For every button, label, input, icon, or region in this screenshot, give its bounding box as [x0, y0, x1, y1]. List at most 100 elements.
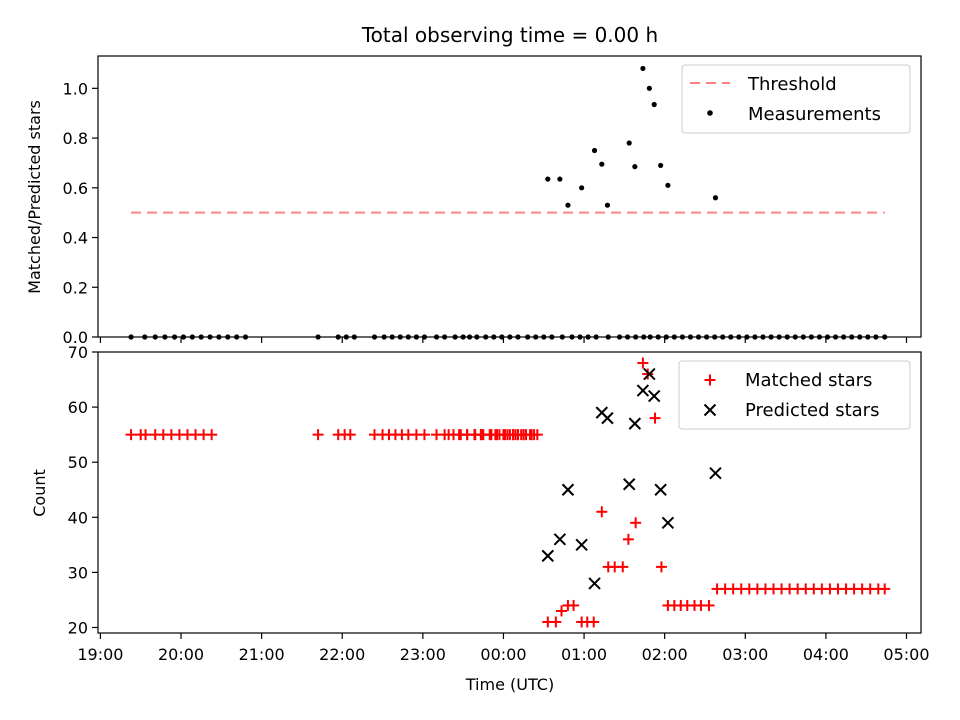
legend-measurements-swatch: [707, 110, 713, 116]
bottom-plot-frame: [97, 351, 922, 634]
matched-star-marker: [526, 429, 538, 441]
bottom-y-tick-label: 40: [68, 508, 88, 527]
measurement-point: [599, 161, 605, 167]
measurement-point: [466, 334, 473, 340]
measurement-point: [792, 334, 798, 340]
bottom-legend: Matched stars Predicted stars: [678, 360, 911, 430]
measurement-points: [128, 65, 888, 340]
bottom-x-tick-label: 01:00: [561, 645, 607, 664]
measurement-point: [744, 334, 750, 340]
bottom-y-tick-label: 60: [68, 398, 88, 417]
measurement-point: [371, 334, 378, 340]
legend-measurements-label: Measurements: [748, 104, 881, 125]
matched-star-marker: [140, 429, 152, 441]
measurement-point: [515, 334, 521, 340]
predicted-star-marker: [588, 577, 601, 590]
measurement-point: [633, 334, 639, 340]
matched-star-marker: [596, 506, 608, 518]
measurement-point: [665, 182, 671, 188]
measurement-point: [474, 334, 480, 340]
measurement-point: [442, 334, 448, 340]
predicted-stars-markers: [541, 367, 722, 590]
predicted-star-marker-b: [622, 478, 636, 491]
measurement-point: [655, 334, 661, 340]
measurement-point: [460, 334, 466, 340]
measurement-point: [712, 334, 718, 340]
matched-star-marker: [703, 599, 715, 611]
top-y-ticks: 0.0 0.2 0.4 0.6 0.8 1.0: [63, 79, 98, 347]
measurement-point: [776, 334, 782, 340]
predicted-star-marker: [647, 389, 661, 403]
bottom-legend-box: [678, 360, 911, 430]
measurement-point: [565, 202, 571, 208]
measurement-point: [507, 334, 513, 340]
predicted-star-marker: [709, 467, 722, 480]
measurement-point: [849, 334, 855, 340]
measurement-point: [351, 334, 357, 340]
matched-star-marker: [879, 583, 891, 595]
predicted-star-marker-b: [709, 467, 722, 480]
matched-star-marker: [637, 357, 649, 369]
top-legend: Threshold Measurements: [681, 64, 911, 134]
legend-threshold-label: Threshold: [747, 74, 837, 95]
matched-star-marker: [550, 616, 562, 628]
measurement-point: [225, 334, 231, 340]
measurement-point: [647, 334, 653, 340]
bottom-y-tick-label: 20: [68, 618, 88, 637]
measurement-point: [483, 334, 489, 340]
predicted-star-marker: [541, 549, 554, 563]
measurement-point: [541, 334, 547, 340]
measurement-point: [800, 334, 806, 340]
measurement-point: [816, 334, 823, 340]
measurement-point: [873, 334, 879, 340]
predicted-star-marker: [628, 417, 642, 430]
measurement-point: [343, 334, 349, 340]
predicted-star-marker-b: [561, 483, 575, 496]
measurement-point: [389, 334, 395, 340]
measurement-point: [142, 334, 148, 340]
measurement-point: [152, 334, 158, 340]
legend-predicted-marker: [703, 403, 717, 417]
predicted-star-marker-b: [654, 483, 667, 496]
matched-star-marker: [649, 412, 661, 424]
measurement-point: [624, 334, 631, 340]
bottom-y-ticks: 20 30 40 50 60 70: [68, 343, 98, 637]
bottom-x-tick-label: 19:00: [77, 645, 123, 664]
chart-title: Total observing time = 0.00 h: [361, 23, 658, 47]
predicted-star-marker: [636, 384, 650, 397]
measurement-point: [604, 202, 611, 208]
matched-star-marker: [642, 368, 654, 380]
predicted-star-marker-b: [636, 384, 650, 397]
measurement-point: [577, 334, 583, 340]
measurement-point: [171, 334, 178, 340]
measurement-point: [569, 334, 575, 340]
measurement-point: [728, 334, 734, 340]
predicted-star-marker-b: [575, 538, 588, 552]
x-axis-label: Time (UTC): [465, 675, 554, 694]
measurement-point: [242, 334, 249, 340]
predicted-star-marker: [575, 538, 588, 552]
measurement-point: [671, 334, 677, 340]
matched-star-marker: [443, 429, 455, 441]
matched-star-marker: [568, 599, 580, 611]
predicted-star-marker-b: [553, 533, 567, 546]
predicted-star-marker: [561, 483, 575, 496]
top-y-tick-label: 0.0: [63, 328, 88, 347]
matched-star-marker: [622, 533, 634, 545]
measurement-point: [712, 195, 719, 201]
measurement-point: [207, 334, 213, 340]
measurement-point: [632, 164, 638, 170]
predicted-star-marker-b: [601, 411, 614, 425]
measurement-point: [128, 334, 134, 340]
predicted-star-marker: [654, 483, 667, 496]
measurement-point: [841, 334, 847, 340]
predicted-star-marker-b: [647, 389, 661, 403]
bottom-x-tick-label: 20:00: [158, 645, 204, 664]
matched-star-marker: [206, 429, 218, 441]
measurement-point: [499, 334, 505, 340]
measurement-point: [162, 334, 168, 340]
measurement-point: [824, 334, 831, 340]
predicted-star-marker-b: [643, 367, 656, 381]
bottom-x-tick-label: 04:00: [803, 645, 849, 664]
bottom-x-tick-label: 05:00: [883, 645, 929, 664]
